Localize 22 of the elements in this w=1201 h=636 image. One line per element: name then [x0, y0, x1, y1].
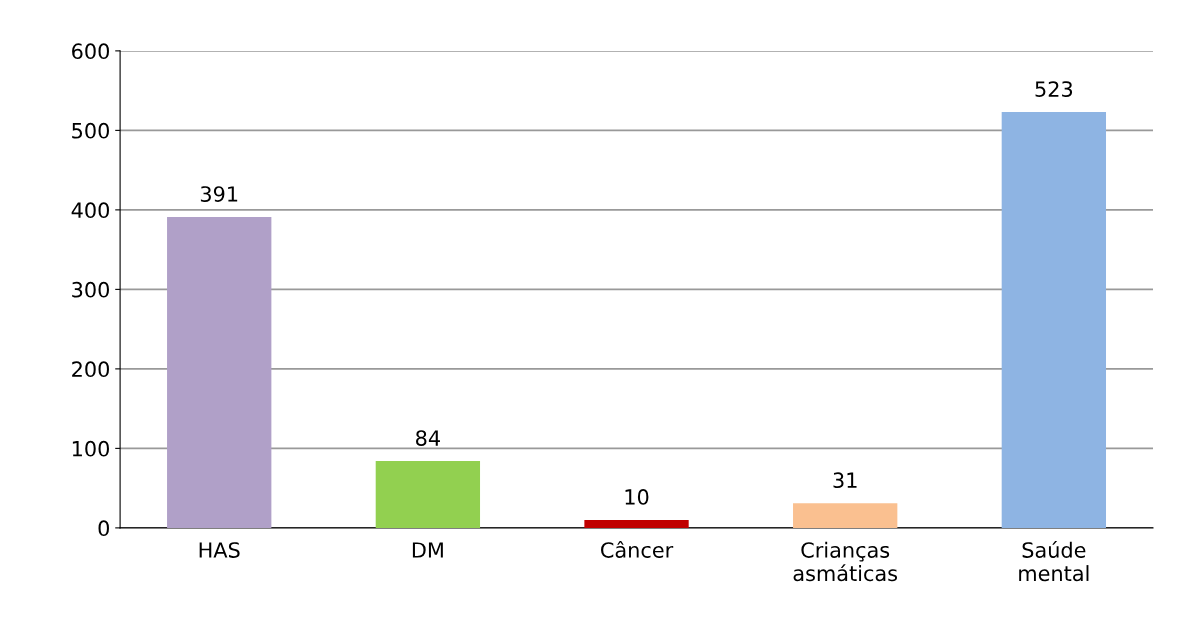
bar — [1001, 112, 1107, 528]
y-tick-label: 100 — [72, 440, 109, 457]
x-tick-label: DM — [412, 542, 443, 558]
x-tick-label: HAS — [199, 542, 240, 558]
y-tick-label: 200 — [72, 361, 109, 378]
data-label: 31 — [833, 472, 857, 489]
y-tick-label: 600 — [72, 43, 109, 60]
data-label: 523 — [1035, 81, 1073, 97]
x-tick-label: Saúde mental — [1019, 540, 1089, 582]
y-tick-label: 300 — [72, 281, 109, 298]
bar — [375, 461, 481, 528]
y-tick-label: 0 — [98, 520, 109, 537]
x-tick-label: Câncer — [601, 540, 674, 558]
x-tick-label: Crianças asmáticas — [793, 541, 898, 582]
data-label: 10 — [625, 489, 649, 505]
y-tick-label: 500 — [72, 122, 109, 139]
bar — [584, 519, 689, 528]
data-label: 84 — [416, 430, 440, 446]
bar — [167, 217, 272, 528]
data-label: 391 — [200, 186, 238, 202]
y-tick-label: 400 — [71, 202, 109, 219]
bar — [793, 503, 898, 528]
